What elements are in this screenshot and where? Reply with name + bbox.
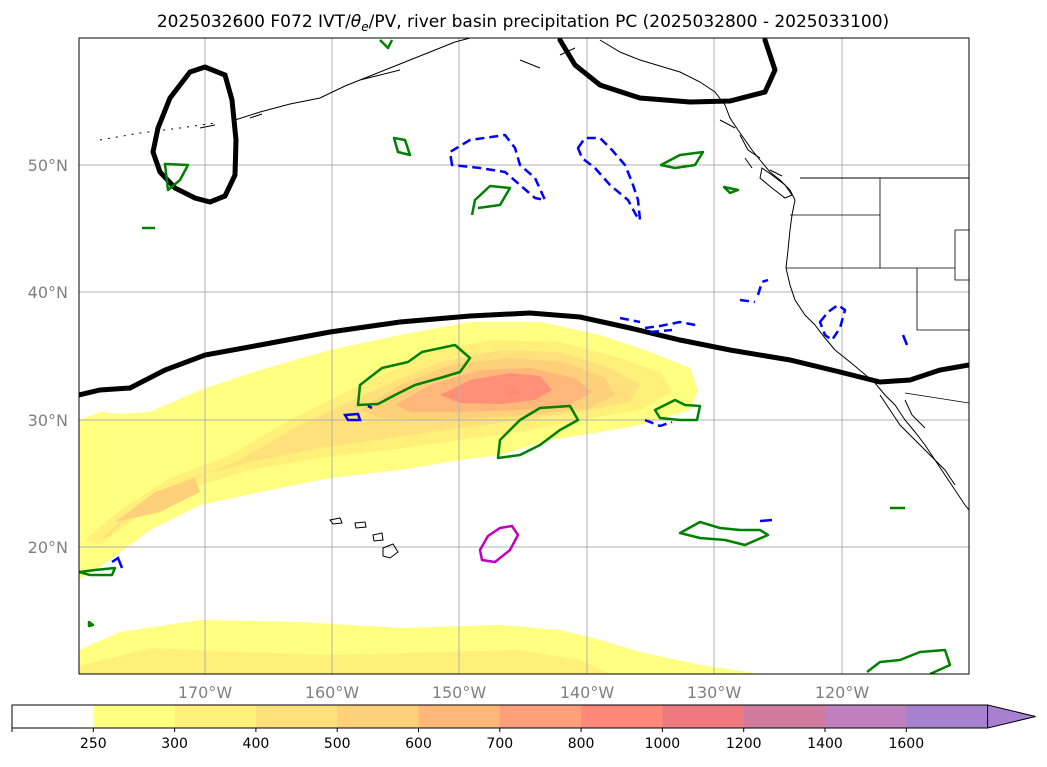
pv-contours xyxy=(79,38,969,398)
pos-contour-11 xyxy=(79,566,117,577)
colorbar-tick-label: 1200 xyxy=(726,736,762,752)
lat-label-40n: 40°N xyxy=(28,283,68,302)
lon-label-160w: 160°W xyxy=(305,683,360,702)
colorbar-swatch xyxy=(499,705,582,728)
lat-label-50n: 50°N xyxy=(28,156,68,175)
baja-coast xyxy=(879,394,956,486)
map-panel xyxy=(79,38,969,674)
ivt-core-max xyxy=(505,390,522,395)
mexico-border xyxy=(904,392,969,404)
colorbar-swatch xyxy=(418,705,501,728)
neg-solid-1 xyxy=(342,412,362,422)
pv-jet-contour xyxy=(79,310,969,398)
pos-contour-9 xyxy=(653,398,702,422)
ivt-core xyxy=(440,373,552,404)
ivt-mid-band-3 xyxy=(115,478,200,522)
colorbar-tick-label: 500 xyxy=(324,736,351,752)
colorbar-swatch xyxy=(174,705,257,728)
vancouver-island xyxy=(759,167,793,199)
map-frame xyxy=(78,37,970,675)
magenta-contour xyxy=(478,524,520,564)
us-west-coast xyxy=(785,199,969,511)
alaska-peninsula-coast xyxy=(199,41,456,129)
colorbar-tick-label: 800 xyxy=(568,736,595,752)
ivt-south-band-inner xyxy=(79,648,610,674)
colorbar-swatch xyxy=(906,705,989,728)
ivt-filled-contours xyxy=(79,322,760,674)
alaska-panhandle-coast xyxy=(599,39,796,201)
neg-solid-4 xyxy=(759,518,773,523)
colorbar-tick-label: 400 xyxy=(243,736,270,752)
pos-contour-15 xyxy=(87,620,95,628)
ivt-low-band-left xyxy=(79,412,148,462)
bc-islands xyxy=(719,119,783,177)
colorbar-swatch xyxy=(93,705,176,728)
state-borders xyxy=(786,178,969,331)
lon-label-120w: 120°W xyxy=(815,683,870,702)
colorbar-tick-label: 700 xyxy=(486,736,513,752)
colorbar-extend-arrow xyxy=(987,704,1036,729)
figure-title: 2025032600 F072 IVT/θe/PV, river basin p… xyxy=(157,12,889,34)
lat-label-20n: 20°N xyxy=(28,538,68,557)
colorbar-swatch xyxy=(12,705,94,728)
pos-contour-8 xyxy=(496,404,580,460)
colorbar-tick-label: 1400 xyxy=(807,736,843,752)
coastlines xyxy=(99,38,969,559)
colorbar-tick-label: 1000 xyxy=(645,736,681,752)
lat-label-30n: 30°N xyxy=(28,411,68,430)
neg-solid-5 xyxy=(901,334,909,346)
pos-contour-12 xyxy=(866,648,952,674)
lon-label-150w: 150°W xyxy=(432,683,487,702)
colorbar-tick-label: 300 xyxy=(161,736,188,752)
neg-contour-2 xyxy=(576,136,642,222)
hawaii-islands xyxy=(329,517,399,559)
neg-contour-5 xyxy=(818,303,847,342)
pv-closed-contour-aleutian xyxy=(150,64,239,205)
pv-contour-gulf-alaska xyxy=(557,38,778,105)
colorbar-swatch xyxy=(743,705,826,728)
neg-contour-3 xyxy=(619,316,701,334)
colorbar-tick-label: 600 xyxy=(405,736,432,752)
neg-contour-6 xyxy=(644,418,673,428)
neg-contour-4 xyxy=(739,278,769,304)
colorbar-swatch xyxy=(825,705,907,728)
neg-contour-1 xyxy=(448,133,547,202)
colorbar-swatch xyxy=(337,705,419,728)
lon-label-140w: 140°W xyxy=(560,683,615,702)
pos-contour-10 xyxy=(678,520,770,547)
pos-contour-7 xyxy=(356,343,472,407)
neg-solid-2 xyxy=(367,404,373,410)
colorbar-tick-label: 250 xyxy=(80,736,107,752)
longitude-labels: 170°W 160°W 150°W 140°W 130°W 120°W xyxy=(178,683,870,702)
pos-contour-5 xyxy=(722,185,740,195)
latitude-labels: 50°N 40°N 30°N 20°N xyxy=(28,156,68,557)
pos-contour-14 xyxy=(379,39,394,50)
negative-pc-solid xyxy=(111,334,909,569)
negative-pc-contours xyxy=(448,133,847,428)
neg-solid-3 xyxy=(111,556,124,569)
colorbar-swatch xyxy=(255,705,338,728)
pos-contour-1 xyxy=(163,162,190,192)
lon-label-130w: 130°W xyxy=(687,683,742,702)
positive-pc-contours xyxy=(79,39,952,674)
colorbar-swatch xyxy=(662,705,745,728)
colorbar-swatch xyxy=(581,705,663,728)
pos-contour-3 xyxy=(470,184,512,216)
pos-contour-4 xyxy=(659,150,705,170)
colorbar: 250 300 400 500 600 700 800 1000 1200 1400 1600 xyxy=(11,704,1036,752)
pos-contour-2 xyxy=(392,136,412,157)
lon-label-170w: 170°W xyxy=(178,683,233,702)
colorbar-tick-label: 1600 xyxy=(888,736,924,752)
